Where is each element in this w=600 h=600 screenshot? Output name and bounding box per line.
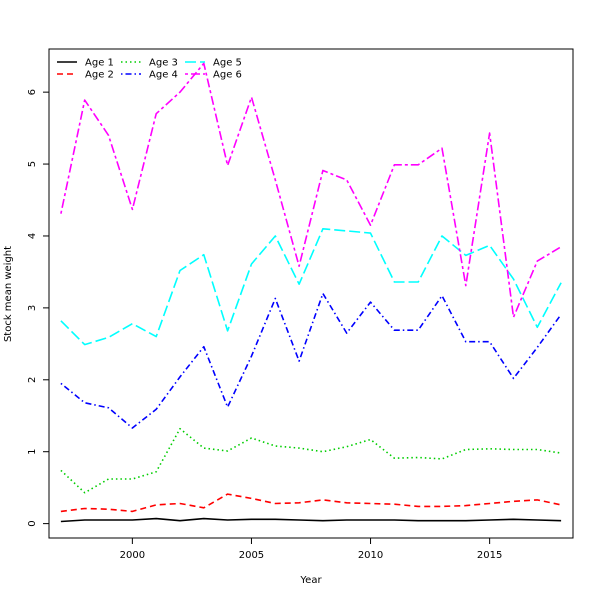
y-tick-label: 0 (27, 520, 38, 526)
x-tick-label: 2015 (477, 550, 502, 561)
series-line-age-6 (60, 62, 562, 319)
y-axis: 0 1 2 3 4 5 6 (27, 89, 49, 527)
series-line-age-4 (60, 292, 562, 429)
y-tick-label: 3 (27, 305, 38, 311)
plot-frame (48, 48, 574, 539)
x-tick-label: 2000 (120, 550, 145, 561)
y-tick-label: 5 (27, 161, 38, 167)
legend-label: Age 2 (85, 70, 114, 81)
series-line-age-5 (60, 228, 562, 346)
legend-label: Age 5 (213, 58, 242, 69)
legend-label: Age 1 (85, 58, 114, 69)
y-tick-label: 1 (27, 449, 38, 455)
series-layer (60, 62, 562, 523)
series-line-age-1 (60, 517, 562, 523)
x-tick-label: 2005 (239, 550, 264, 561)
legend-label: Age 6 (213, 70, 242, 81)
y-axis-title: Stock mean weight (3, 246, 14, 342)
y-tick-label: 6 (27, 89, 38, 95)
series-line-age-3 (60, 427, 562, 494)
legend-label: Age 3 (149, 58, 178, 69)
x-axis-title: Year (299, 575, 322, 586)
y-tick-label: 2 (27, 377, 38, 383)
y-tick-label: 4 (27, 233, 38, 239)
legend-label: Age 4 (149, 70, 178, 81)
x-tick-label: 2010 (358, 550, 383, 561)
series-line-age-2 (60, 493, 562, 513)
x-axis: 2000 2005 2010 2015 (120, 538, 502, 561)
